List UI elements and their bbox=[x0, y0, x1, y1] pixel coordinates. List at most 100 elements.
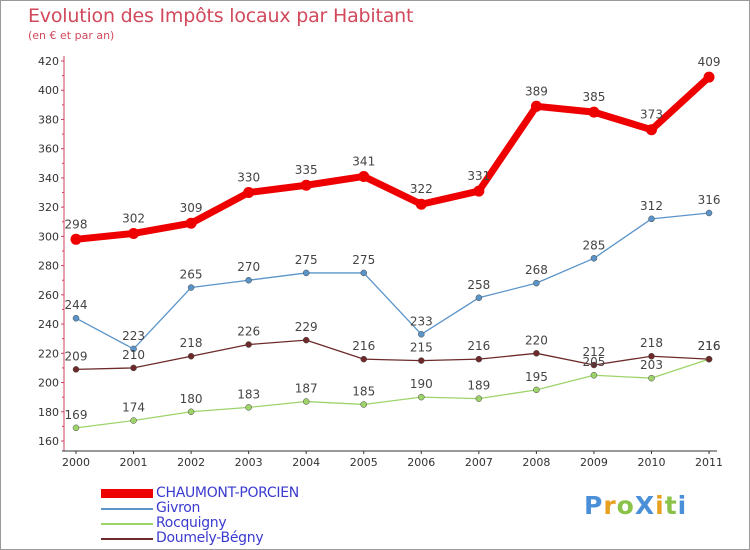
y-tick-label: 220 bbox=[38, 347, 59, 360]
data-point bbox=[302, 398, 310, 405]
data-label: 216 bbox=[352, 339, 375, 353]
data-point bbox=[705, 355, 713, 363]
legend-label: CHAUMONT-PORCIEN bbox=[156, 485, 299, 501]
chart-title: Evolution des Impôts locaux par Habitant bbox=[28, 5, 414, 27]
data-label: 341 bbox=[352, 154, 375, 168]
y-tick-label: 300 bbox=[38, 230, 59, 243]
data-point bbox=[418, 331, 425, 338]
data-label: 180 bbox=[180, 392, 203, 406]
y-tick-label: 160 bbox=[38, 435, 59, 448]
data-label: 209 bbox=[65, 349, 88, 363]
data-label: 215 bbox=[410, 341, 433, 355]
data-label: 187 bbox=[295, 382, 318, 396]
data-label: 205 bbox=[582, 355, 605, 369]
data-point bbox=[243, 187, 255, 199]
data-point bbox=[418, 393, 425, 401]
data-label: 331 bbox=[467, 169, 490, 183]
y-tick-label: 240 bbox=[38, 318, 59, 331]
data-label: 330 bbox=[237, 171, 260, 185]
x-tick-label: 2006 bbox=[407, 456, 435, 469]
data-label: 316 bbox=[698, 193, 721, 207]
data-point bbox=[648, 352, 655, 360]
data-point bbox=[72, 424, 80, 432]
data-point bbox=[360, 401, 367, 408]
x-tick-label: 2003 bbox=[235, 456, 263, 469]
x-tick-label: 2004 bbox=[292, 456, 320, 469]
chart-subtitle: (en € et par an) bbox=[28, 29, 115, 42]
series-line bbox=[75, 339, 710, 371]
data-label: 285 bbox=[582, 238, 605, 252]
logo-letter: i bbox=[677, 491, 688, 520]
data-label: 174 bbox=[122, 401, 145, 415]
x-tick-label: 2011 bbox=[695, 456, 723, 469]
data-point bbox=[245, 341, 252, 348]
data-point bbox=[590, 361, 598, 369]
series-line bbox=[72, 73, 713, 243]
data-point bbox=[187, 352, 195, 360]
data-label: 169 bbox=[65, 408, 88, 422]
data-point bbox=[646, 124, 657, 136]
data-label: 258 bbox=[467, 278, 490, 292]
y-tick-label: 320 bbox=[38, 201, 59, 214]
data-point bbox=[648, 215, 655, 223]
data-point bbox=[72, 366, 80, 373]
x-tick-label: 2009 bbox=[580, 456, 608, 469]
data-point bbox=[360, 269, 367, 277]
x-tick-label: 2007 bbox=[465, 456, 493, 469]
data-point bbox=[245, 404, 252, 411]
data-point bbox=[590, 255, 598, 262]
y-tick-label: 380 bbox=[38, 113, 59, 126]
data-label: 275 bbox=[295, 253, 318, 267]
legend-swatch bbox=[101, 523, 153, 525]
data-label: 190 bbox=[410, 377, 433, 391]
data-point bbox=[533, 350, 540, 357]
data-label: 212 bbox=[582, 345, 605, 359]
legend-label: Doumely-Bégny bbox=[156, 530, 264, 546]
data-point bbox=[358, 170, 370, 182]
logo-letter: X bbox=[634, 491, 656, 520]
data-label: 220 bbox=[525, 333, 548, 347]
legend-swatch bbox=[101, 489, 153, 498]
data-label: 218 bbox=[640, 336, 663, 350]
data-point bbox=[475, 395, 483, 402]
data-label: 335 bbox=[295, 163, 318, 177]
data-label: 216 bbox=[698, 339, 721, 353]
series-lines bbox=[70, 71, 715, 432]
y-tick-label: 420 bbox=[38, 55, 59, 68]
data-point bbox=[360, 355, 367, 363]
data-point bbox=[70, 233, 82, 245]
data-point bbox=[588, 106, 600, 118]
y-tick-label: 280 bbox=[38, 260, 59, 273]
data-point bbox=[415, 198, 427, 210]
data-point bbox=[300, 179, 312, 191]
y-tick-label: 260 bbox=[38, 289, 59, 302]
legend-label: Rocquigny bbox=[156, 515, 227, 531]
data-label: 409 bbox=[698, 55, 721, 69]
data-label: 216 bbox=[467, 339, 490, 353]
data-label: 302 bbox=[122, 211, 145, 225]
data-point bbox=[703, 71, 715, 83]
data-point bbox=[130, 417, 137, 424]
x-tick-label: 2010 bbox=[638, 456, 666, 469]
data-point bbox=[648, 374, 655, 382]
data-point bbox=[245, 276, 252, 284]
y-tick-label: 400 bbox=[38, 84, 59, 97]
data-point bbox=[473, 185, 485, 197]
data-point bbox=[475, 294, 483, 302]
data-label: 233 bbox=[410, 314, 433, 328]
data-point bbox=[72, 314, 80, 322]
data-point bbox=[130, 364, 137, 372]
y-tick-label: 340 bbox=[38, 172, 59, 185]
logo-letter: o bbox=[616, 491, 635, 520]
data-label: 223 bbox=[122, 329, 145, 343]
data-label: 185 bbox=[352, 384, 375, 398]
data-point bbox=[590, 371, 598, 379]
x-tick-label: 2000 bbox=[62, 456, 90, 469]
data-point bbox=[533, 279, 540, 287]
data-label: 265 bbox=[180, 268, 203, 282]
data-point bbox=[475, 355, 483, 363]
logo-letter: t bbox=[664, 491, 678, 520]
data-label: 229 bbox=[295, 320, 318, 334]
data-label: 183 bbox=[237, 387, 260, 401]
